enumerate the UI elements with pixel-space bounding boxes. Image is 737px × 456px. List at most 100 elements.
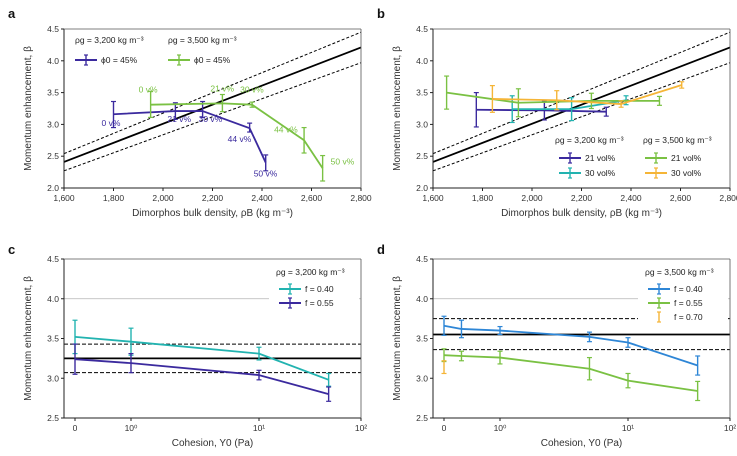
x-axis-label: Dimorphos bulk density, ρB (kg m⁻³) (132, 208, 293, 219)
legend-item: f = 0.55 (648, 297, 703, 309)
panel-label: a (8, 6, 16, 21)
panel-label: c (8, 242, 15, 257)
x-tick-label: 10¹ (253, 423, 265, 433)
legend-header: ρg = 3,500 kg m⁻³ (645, 267, 714, 277)
legend: ρg = 3,200 kg m⁻³ ρg = 3,500 kg m⁻³ 21 vol… (555, 135, 712, 179)
data-point (111, 100, 116, 129)
data-point (588, 92, 594, 110)
x-tick-label: 2,800 (350, 193, 372, 203)
y-tick-label: 2.0 (416, 183, 428, 193)
legend-header: ρg = 3,200 kg m⁻³ (75, 35, 144, 45)
series-line (74, 358, 329, 396)
legend-label: 30 vol% (671, 168, 702, 178)
series-2 (444, 75, 662, 118)
x-tick-label: 1,800 (472, 193, 494, 203)
x-tick-label: 10⁰ (125, 423, 138, 433)
data-point (249, 101, 255, 108)
x-tick-label: 10¹ (622, 423, 634, 433)
data-point (695, 355, 701, 376)
data-point (497, 325, 503, 336)
y-tick-label: 4.0 (47, 56, 59, 66)
legend-label: 21 vol% (671, 153, 702, 163)
series-line (446, 91, 660, 104)
legend-label: 30 vol% (585, 168, 616, 178)
series-line (443, 354, 698, 392)
series-2 (441, 360, 447, 375)
legend: ρg = 3,200 kg m⁻³ f = 0.40 f = 0.55 (269, 264, 359, 309)
data-point (326, 386, 332, 402)
legend-label: ϕ0 = 45% (194, 55, 231, 65)
legend-item: 21 vol% (559, 152, 616, 164)
series-3 (489, 81, 685, 113)
series-0: 0 v% 21 v% 30 v% 44 v% 50 v% (102, 100, 278, 179)
x-tick-label: 2,600 (670, 193, 692, 203)
data-point (515, 88, 521, 118)
y-axis-label: Momentum enhancement, β (23, 276, 34, 401)
legend-item: 21 vol% (645, 152, 702, 164)
series-line (74, 336, 329, 381)
y-tick-label: 3.0 (416, 119, 428, 129)
reference-line-beta-vs-density (64, 46, 361, 163)
x-axis-label: Dimorphos bulk density, ρB (kg m⁻³) (501, 208, 662, 219)
series-line (476, 108, 607, 113)
x-tick-label: 2,800 (719, 193, 737, 203)
y-tick-label: 2.5 (416, 413, 428, 423)
y-tick-label: 4.5 (47, 254, 59, 264)
y-tick-label: 3.0 (47, 119, 59, 129)
x-tick-label: 0 (73, 423, 78, 433)
point-label: 21 v% (210, 83, 234, 93)
legend: ρg = 3,500 kg m⁻³ f = 0.40 f = 0.55 f = 0.7… (638, 264, 728, 323)
point-label: 44 v% (228, 134, 252, 144)
y-tick-label: 2.5 (416, 151, 428, 161)
x-axis-label: Cohesion, Y0 (Pa) (172, 438, 254, 449)
legend-item: f = 0.40 (648, 283, 703, 295)
data-point (679, 81, 685, 89)
panel-c: c 2.5 3.0 3.5 4.0 4.5 0 10⁰ 10¹ 10² Cohesion, Y0 (… (8, 242, 367, 449)
x-tick-label: 2,000 (152, 193, 174, 203)
y-tick-label: 2.0 (47, 183, 59, 193)
data-point (497, 350, 503, 365)
point-label: 44 v% (274, 124, 298, 134)
x-tick-label: 2,200 (571, 193, 593, 203)
legend-item: ϕ0 = 45% (75, 54, 138, 66)
x-tick-label: 1,600 (422, 193, 444, 203)
panel-b: b 2.0 2.5 3.0 3.5 4.0 4.5 1,600 1,800 2,000 2,200 2… (377, 6, 737, 219)
x-tick-label: 10² (724, 423, 736, 433)
legend-header: ρg = 3,200 kg m⁻³ (276, 267, 345, 277)
y-tick-label: 3.0 (47, 373, 59, 383)
series-1: 0 v% 21 v% 30 v% 44 v% 50 v% (139, 83, 355, 182)
point-label: 50 v% (331, 156, 355, 166)
data-point (263, 154, 269, 172)
panel-label: d (377, 242, 385, 257)
y-tick-label: 3.5 (47, 88, 59, 98)
point-label: 30 v% (240, 85, 264, 95)
y-tick-label: 4.5 (416, 24, 428, 34)
legend-item: f = 0.40 (279, 283, 334, 295)
legend-label: f = 0.55 (305, 298, 334, 308)
x-tick-label: 1,600 (53, 193, 75, 203)
legend-background (638, 264, 728, 322)
series-0 (441, 315, 701, 376)
legend-background (269, 264, 359, 308)
series-0 (72, 319, 332, 387)
data-point (128, 353, 134, 374)
plot-area (433, 31, 730, 172)
point-label: 30 v% (199, 114, 223, 124)
series-1 (72, 343, 332, 402)
point-label: 0 v% (139, 85, 158, 95)
x-tick-label: 10⁰ (494, 423, 507, 433)
data-point (586, 331, 592, 343)
data-point (72, 343, 78, 375)
data-point (326, 372, 332, 387)
data-point (301, 126, 307, 154)
data-point (256, 369, 262, 381)
data-point (554, 90, 560, 111)
y-tick-label: 3.0 (416, 373, 428, 383)
legend-label: 21 vol% (585, 153, 616, 163)
y-tick-label: 2.5 (47, 413, 59, 423)
legend-item: f = 0.55 (279, 297, 334, 309)
y-tick-label: 4.5 (416, 254, 428, 264)
panel-d: d 2.5 3.0 3.5 4.0 4.5 0 10⁰ 10¹ 10² Cohesion, Y0 (… (377, 242, 736, 449)
x-tick-label: 2,400 (251, 193, 273, 203)
